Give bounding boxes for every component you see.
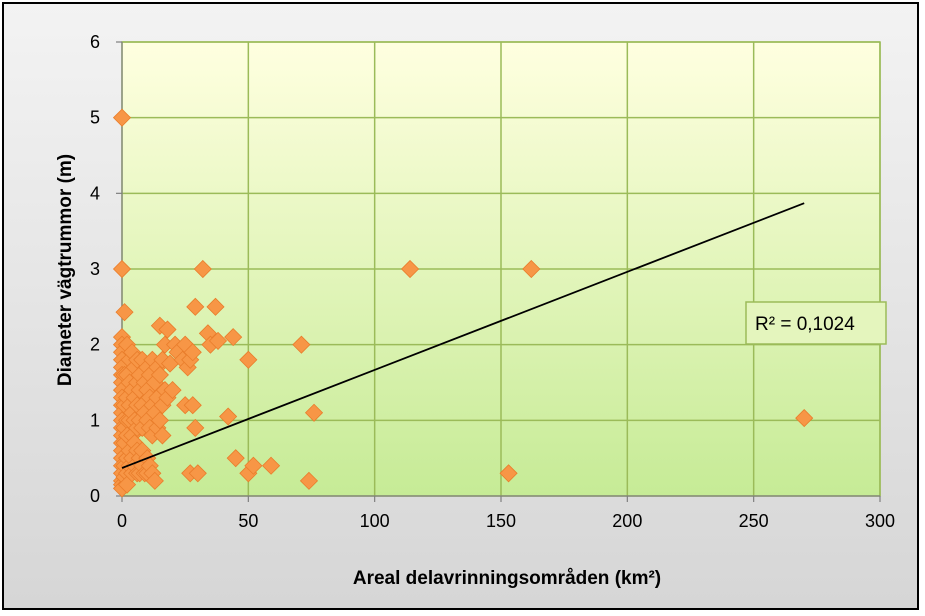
data-point [112,108,132,127]
y-tick-label: 6 [90,32,100,52]
data-point [150,365,169,384]
x-tick-label: 0 [117,511,127,531]
data-point [206,297,225,316]
y-tick-label: 0 [90,486,100,506]
data-point [186,297,205,316]
data-point [299,471,319,490]
data-point [522,259,541,279]
data-point [499,464,518,483]
y-tick-label: 2 [90,335,100,355]
r2-label: R² = 0,1024 [755,314,855,335]
data-point [183,396,202,415]
data-point [292,335,311,354]
r2-box-frame [745,301,887,345]
data-point [226,449,245,468]
x-tick-label: 200 [612,511,642,531]
data-point [208,331,228,350]
y-tick-label: 4 [90,183,100,203]
data-points [112,108,814,498]
data-point [304,403,324,422]
data-point [262,456,281,475]
data-point [158,320,177,339]
data-point [795,408,814,428]
x-axis-title: Areal delavrinningsområden (km²) [353,568,661,589]
x-tick-label: 100 [360,511,390,531]
x-tick-label: 250 [739,511,769,531]
data-point [145,471,164,490]
data-point [163,381,182,400]
y-axis-ticks: 0 1 2 3 4 5 6 [90,32,100,506]
y-tick-label: 3 [90,259,100,279]
data-point [115,303,134,322]
data-point [112,259,132,279]
r2-box: R² = 0,1024 [745,301,887,345]
x-tick-label: 50 [238,511,258,531]
y-tick-label: 1 [90,410,100,430]
data-point [186,418,205,437]
x-tick-label: 150 [486,511,516,531]
y-tick-label: 5 [90,108,100,128]
data-point [224,328,243,347]
data-point [188,464,207,483]
y-axis-title: Diameter vägtrummor (m) [55,154,76,386]
x-axis-ticks: 0 50 100 150 200 250 300 [117,511,895,531]
data-point [183,343,202,362]
x-tick-label: 300 [865,511,895,531]
data-point [239,350,258,369]
data-point [150,411,169,430]
data-point [219,407,238,426]
trendline [121,202,805,469]
data-point [244,456,263,475]
data-point [400,259,420,279]
data-point [193,259,212,279]
data-point [153,426,172,445]
